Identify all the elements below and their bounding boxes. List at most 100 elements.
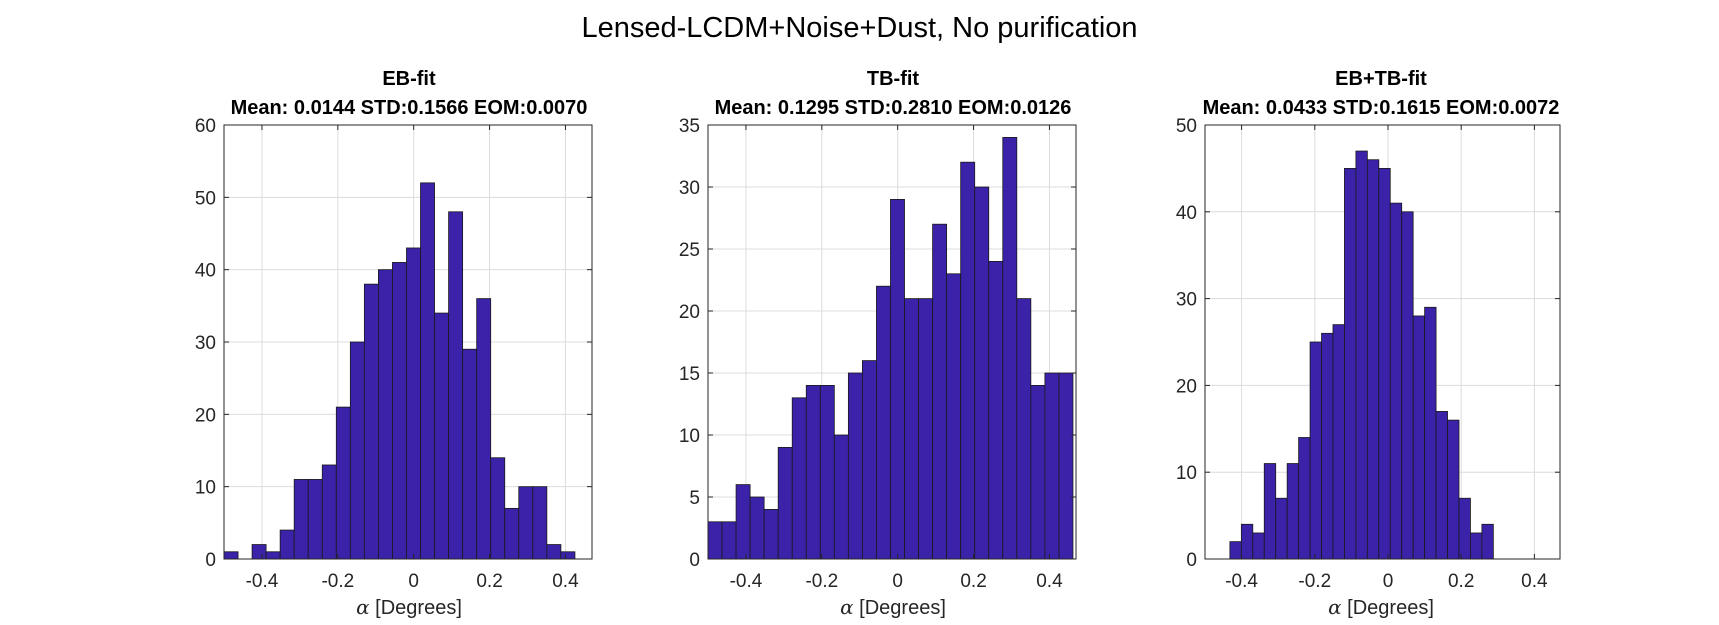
panel-eb-tb-fit: EB+TB-fit Mean: 0.0433 STD:0.1615 EOM:0.… bbox=[1176, 68, 1561, 619]
panel-stats: Mean: 0.0433 STD:0.1615 EOM:0.0072 bbox=[1203, 97, 1560, 119]
histogram-bar bbox=[904, 298, 919, 559]
y-tick-label: 60 bbox=[195, 116, 216, 137]
histogram-bar bbox=[1309, 341, 1322, 559]
histogram-bar bbox=[1321, 332, 1334, 559]
panel-stats: Mean: 0.1295 STD:0.2810 EOM:0.0126 bbox=[715, 97, 1072, 119]
histogram-bar bbox=[321, 464, 337, 559]
histogram-bar bbox=[708, 521, 723, 559]
x-axis-unit: [Degrees] bbox=[859, 597, 946, 619]
histogram-bar bbox=[1355, 150, 1368, 559]
x-tick-label: -0.4 bbox=[1225, 571, 1258, 592]
histogram-bar bbox=[1412, 315, 1426, 559]
histogram-bar bbox=[1286, 463, 1300, 559]
histogram-bar bbox=[932, 223, 948, 559]
histogram-bar bbox=[988, 260, 1004, 559]
histogram-bar bbox=[1252, 532, 1265, 559]
histogram-bar bbox=[721, 521, 737, 559]
histogram-bar bbox=[224, 551, 239, 559]
y-tick-label: 40 bbox=[1176, 203, 1197, 224]
histogram-bar bbox=[1058, 372, 1074, 559]
y-tick-label: 35 bbox=[679, 116, 700, 137]
x-tick-label: 0.4 bbox=[1036, 571, 1063, 592]
histogram-bar bbox=[378, 269, 393, 559]
y-tick-label: 20 bbox=[679, 302, 700, 323]
histogram-bar bbox=[518, 486, 534, 559]
alpha-symbol: α bbox=[356, 595, 370, 619]
panel-title: EB+TB-fit bbox=[1335, 68, 1427, 90]
axes-box bbox=[707, 124, 1077, 560]
histogram-bar bbox=[307, 479, 323, 559]
histogram-bar bbox=[490, 457, 506, 559]
figure-title: Lensed-LCDM+Noise+Dust, No purification bbox=[581, 12, 1138, 44]
panel-title: TB-fit bbox=[867, 68, 920, 90]
histogram-bar bbox=[876, 285, 891, 559]
histogram-bars bbox=[708, 136, 1074, 559]
x-tick-label: 0 bbox=[1383, 571, 1394, 592]
y-tick-label: 0 bbox=[1186, 550, 1197, 571]
histogram-bar bbox=[335, 406, 351, 559]
histogram-bar bbox=[560, 551, 576, 559]
x-tick-label: 0.4 bbox=[552, 571, 579, 592]
x-tick-label: 0.2 bbox=[1448, 571, 1474, 592]
histogram-bar bbox=[974, 186, 990, 559]
histogram-bars bbox=[1229, 150, 1494, 559]
y-tick-label: 50 bbox=[195, 188, 216, 209]
histogram-bar bbox=[1435, 411, 1448, 559]
histogram-bar bbox=[349, 341, 365, 559]
histogram-bar bbox=[918, 298, 933, 559]
x-tick-label: -0.2 bbox=[805, 571, 838, 592]
histogram-bar bbox=[1481, 523, 1494, 559]
histogram-bar bbox=[819, 384, 835, 559]
histogram-bar bbox=[448, 211, 464, 559]
histogram-bar bbox=[251, 544, 267, 559]
histogram-bar bbox=[1030, 384, 1046, 559]
histogram-bar bbox=[476, 298, 492, 559]
histogram-bar bbox=[1366, 159, 1380, 559]
histogram-bar bbox=[420, 182, 435, 559]
histogram-bar bbox=[293, 479, 309, 559]
y-tick-label: 30 bbox=[679, 178, 700, 199]
histogram-bar bbox=[791, 397, 807, 559]
histogram-bar bbox=[1401, 211, 1414, 559]
histogram-bar bbox=[1240, 523, 1254, 559]
panel-eb-fit: EB-fit Mean: 0.0144 STD:0.1566 EOM:0.007… bbox=[195, 68, 593, 619]
histogram-bar bbox=[847, 372, 863, 559]
alpha-symbol: α bbox=[840, 595, 854, 619]
histogram-bar bbox=[504, 507, 520, 559]
x-tick-label: 0.2 bbox=[960, 571, 986, 592]
histogram-bar bbox=[546, 544, 562, 559]
axes-box bbox=[1204, 124, 1561, 560]
y-tick-label: 0 bbox=[205, 550, 216, 571]
y-tick-label: 40 bbox=[195, 261, 216, 282]
histogram-bar bbox=[777, 446, 793, 559]
histogram-bar bbox=[1229, 541, 1242, 559]
y-tick-label: 10 bbox=[679, 426, 700, 447]
histogram-bar bbox=[1275, 497, 1288, 559]
histogram-bar bbox=[1298, 437, 1311, 559]
histogram-bar bbox=[1424, 306, 1437, 559]
histogram-bar bbox=[265, 551, 281, 559]
histogram-bar bbox=[1470, 532, 1483, 559]
x-tick-label: 0.2 bbox=[476, 571, 502, 592]
x-axis-unit: [Degrees] bbox=[375, 597, 462, 619]
histogram-bar bbox=[1016, 298, 1032, 559]
y-tick-label: 20 bbox=[1176, 376, 1197, 397]
alpha-symbol: α bbox=[1328, 595, 1342, 619]
histogram-bar bbox=[1378, 167, 1391, 559]
x-tick-label: -0.2 bbox=[321, 571, 354, 592]
histogram-bar bbox=[462, 348, 478, 559]
y-tick-label: 30 bbox=[195, 333, 216, 354]
histogram-bar bbox=[960, 161, 976, 559]
y-tick-label: 5 bbox=[689, 488, 700, 509]
histogram-bar bbox=[763, 508, 779, 559]
histogram-bar bbox=[434, 312, 449, 559]
x-tick-label: -0.2 bbox=[1298, 571, 1331, 592]
histogram-bar bbox=[1389, 202, 1403, 559]
histogram-bar bbox=[406, 247, 421, 559]
x-tick-label: -0.4 bbox=[730, 571, 763, 592]
y-tick-label: 30 bbox=[1176, 290, 1197, 311]
histogram-bar bbox=[890, 198, 905, 559]
histogram-bar bbox=[1044, 372, 1060, 559]
